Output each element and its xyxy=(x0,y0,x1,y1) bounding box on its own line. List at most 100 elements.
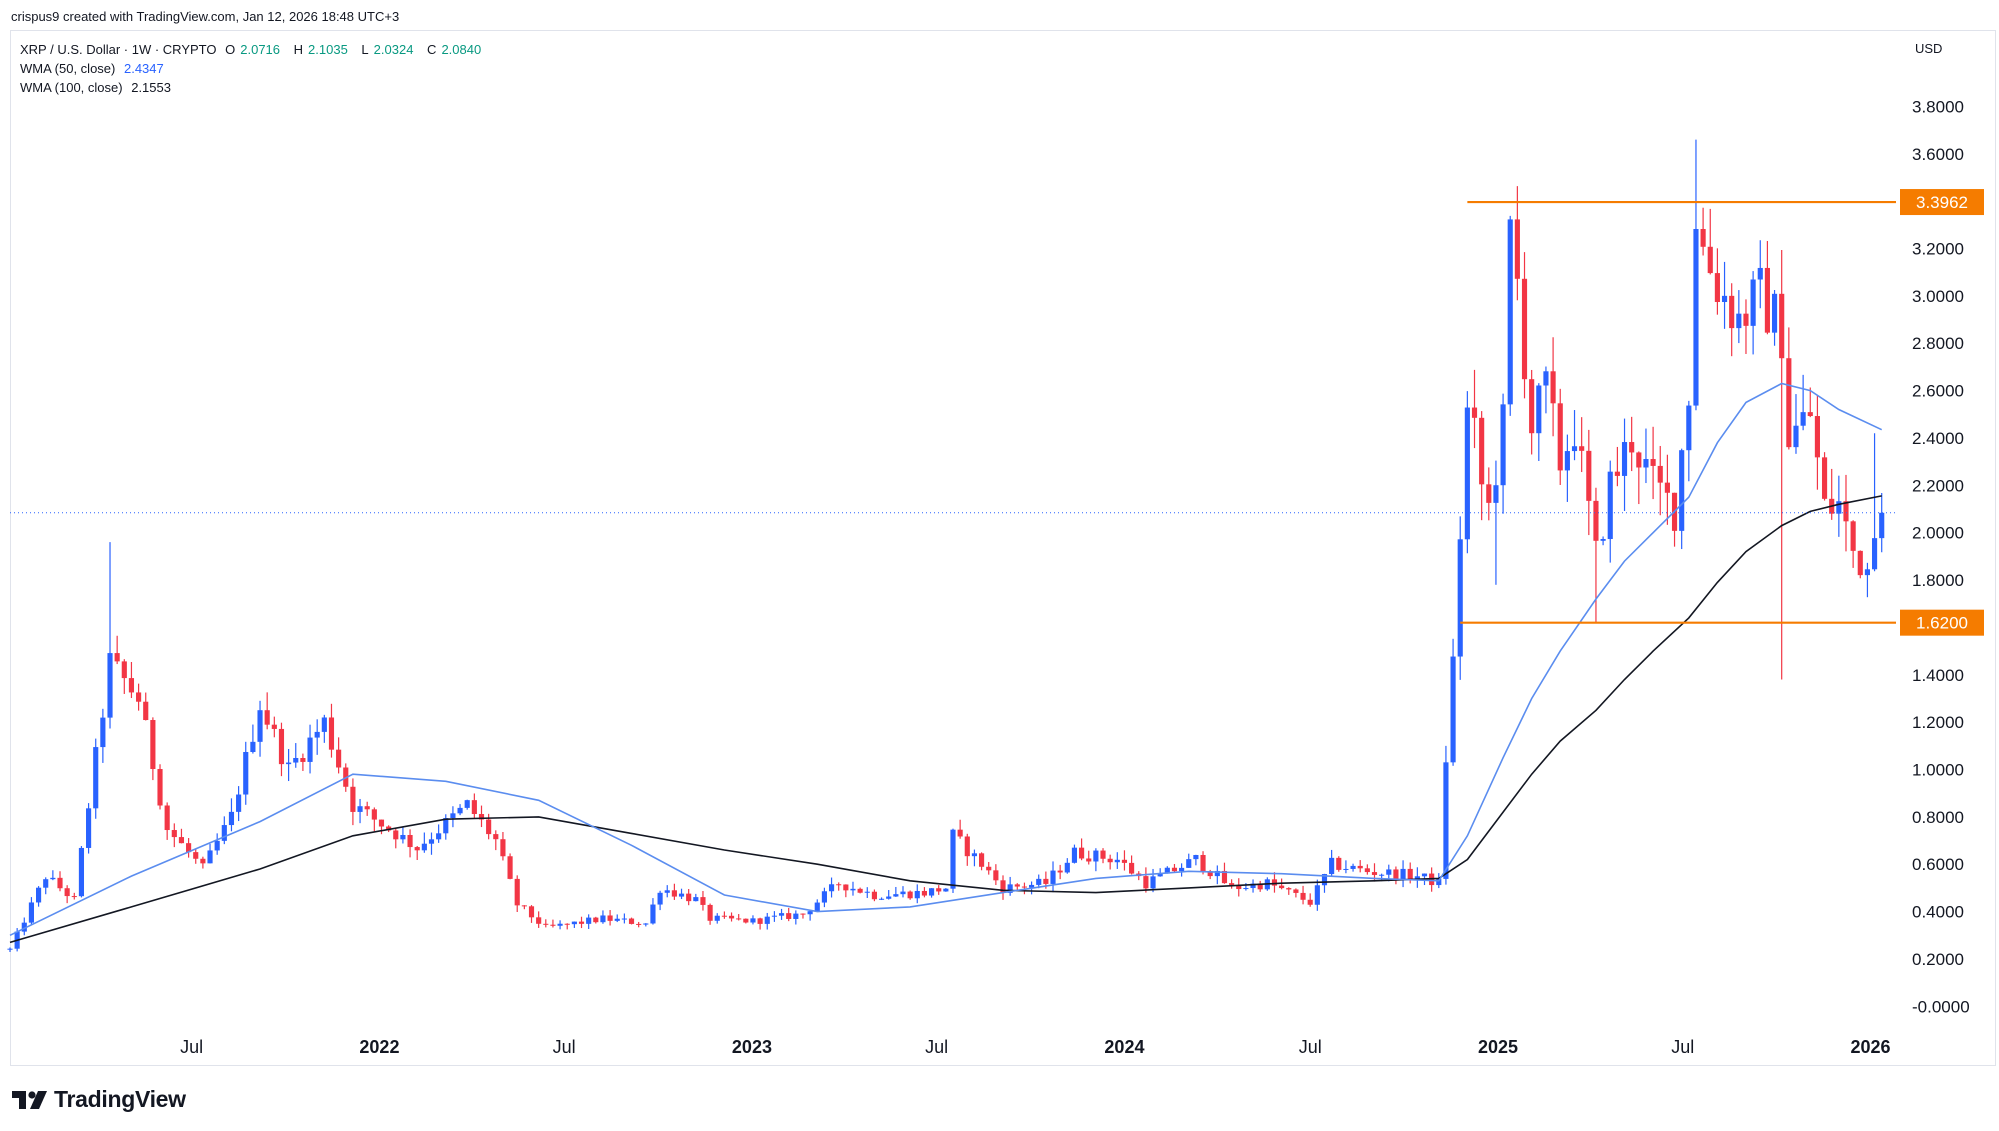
candle-down xyxy=(471,793,477,819)
candle-up xyxy=(257,700,263,757)
candle-down xyxy=(1779,249,1785,680)
price-axis-tick: 0.4000 xyxy=(1912,903,1964,922)
candle-body xyxy=(979,853,985,867)
candle-up xyxy=(1329,849,1335,877)
candle-body xyxy=(1850,521,1856,551)
candle-down xyxy=(1786,327,1792,450)
candle-body xyxy=(971,853,978,857)
candle-body xyxy=(557,923,563,926)
candle-body xyxy=(1550,371,1556,404)
candle-body xyxy=(1386,869,1392,875)
candle-body xyxy=(57,877,63,889)
candle-up xyxy=(664,885,670,898)
candle-body xyxy=(1879,512,1885,539)
legend-wma50-label: WMA (50, close) xyxy=(20,61,116,76)
candle-up xyxy=(571,921,577,928)
candle-body xyxy=(1629,442,1635,453)
candle-body xyxy=(878,898,885,900)
candle-body xyxy=(564,923,570,925)
candle-body xyxy=(1279,885,1285,889)
candle-body xyxy=(1464,407,1470,540)
candle-down xyxy=(1657,445,1663,516)
candle-up xyxy=(1686,400,1692,482)
chart-legend: XRP / U.S. Dollar · 1W · CRYPTO O 2.0716 … xyxy=(20,40,491,97)
price-axis-tick: 3.8000 xyxy=(1912,97,1964,116)
candle-down xyxy=(121,659,127,694)
candle-body xyxy=(486,819,492,835)
candle-body xyxy=(450,813,456,819)
horizontal-level: 3.3962 xyxy=(1467,189,1984,216)
candle-down xyxy=(857,887,863,894)
level-label: 1.6200 xyxy=(1916,614,1968,633)
candle-up xyxy=(828,877,835,898)
candle-body xyxy=(886,896,892,899)
candle-body xyxy=(1864,569,1870,576)
candle-body xyxy=(536,917,542,924)
candle-down xyxy=(578,916,585,929)
candle-body xyxy=(1750,279,1756,326)
candle-body xyxy=(1479,417,1485,485)
candle-up xyxy=(250,724,256,754)
candle-down xyxy=(1579,417,1585,473)
candle-up xyxy=(436,824,442,843)
price-axis-tick: 0.2000 xyxy=(1912,950,1964,969)
candle-down xyxy=(671,883,677,900)
candle-body xyxy=(193,852,199,859)
candle-down xyxy=(336,737,342,774)
candle-body xyxy=(357,806,363,812)
candle-body xyxy=(93,747,99,809)
candle-body xyxy=(1193,854,1199,860)
candle-up xyxy=(228,798,235,832)
candle-down xyxy=(1743,299,1749,354)
candle-body xyxy=(1707,246,1713,274)
legend-close-value: 2.0840 xyxy=(441,42,482,57)
candle-up xyxy=(1800,374,1806,431)
candle-down xyxy=(407,829,413,858)
candle-down xyxy=(1471,369,1478,449)
price-axis-tick: 1.4000 xyxy=(1912,666,1964,685)
candle-body xyxy=(1043,878,1049,884)
candle-body xyxy=(1336,857,1342,870)
candle-up xyxy=(928,888,935,898)
candle-body xyxy=(1786,358,1792,448)
legend-high-value: 2.1035 xyxy=(308,42,348,57)
candle-up xyxy=(1064,858,1070,874)
candle-down xyxy=(957,819,963,839)
candle-down xyxy=(1550,337,1556,437)
candle-down xyxy=(1257,880,1263,892)
price-axis: USD 3.8000 3.6000 3.2000 3.0000 2.8000 2.6000 2… xyxy=(1912,41,1970,1016)
candle-body xyxy=(1093,850,1099,862)
candle-body xyxy=(507,856,513,879)
time-axis-tick: 2022 xyxy=(359,1037,399,1057)
candle-down xyxy=(57,871,63,892)
candle-body xyxy=(1721,295,1728,303)
candle-body xyxy=(714,915,720,921)
candle-body xyxy=(121,661,127,679)
candle-body xyxy=(786,913,792,919)
candles xyxy=(7,139,1885,952)
candle-body xyxy=(571,921,577,925)
tradingview-logo-icon xyxy=(12,1090,47,1109)
legend-wma100-row[interactable]: WMA (100, close) 2.1553 xyxy=(20,78,491,97)
candle-body xyxy=(207,850,213,864)
candle-body xyxy=(1236,884,1242,890)
time-axis-tick: Jul xyxy=(180,1037,203,1057)
legend-symbol[interactable]: XRP / U.S. Dollar · 1W · CRYPTO xyxy=(20,42,217,57)
candle-down xyxy=(1707,208,1713,275)
price-axis-tick: -0.0000 xyxy=(1912,997,1970,1016)
candle-body xyxy=(778,913,785,916)
candle-down xyxy=(1629,416,1635,472)
candle-up xyxy=(1157,868,1163,877)
candle-down xyxy=(564,923,570,930)
candle-up xyxy=(1150,868,1156,893)
candle-body xyxy=(386,826,392,831)
candle-body xyxy=(914,890,920,899)
candle-body xyxy=(836,884,842,886)
tradingview-brand[interactable]: TradingView xyxy=(12,1086,186,1113)
legend-wma50-row[interactable]: WMA (50, close) 2.4347 xyxy=(20,59,491,78)
candle-body xyxy=(1121,859,1128,863)
candle-body xyxy=(1436,878,1442,886)
legend-high-label: H xyxy=(293,42,304,57)
candle-up xyxy=(814,899,820,912)
